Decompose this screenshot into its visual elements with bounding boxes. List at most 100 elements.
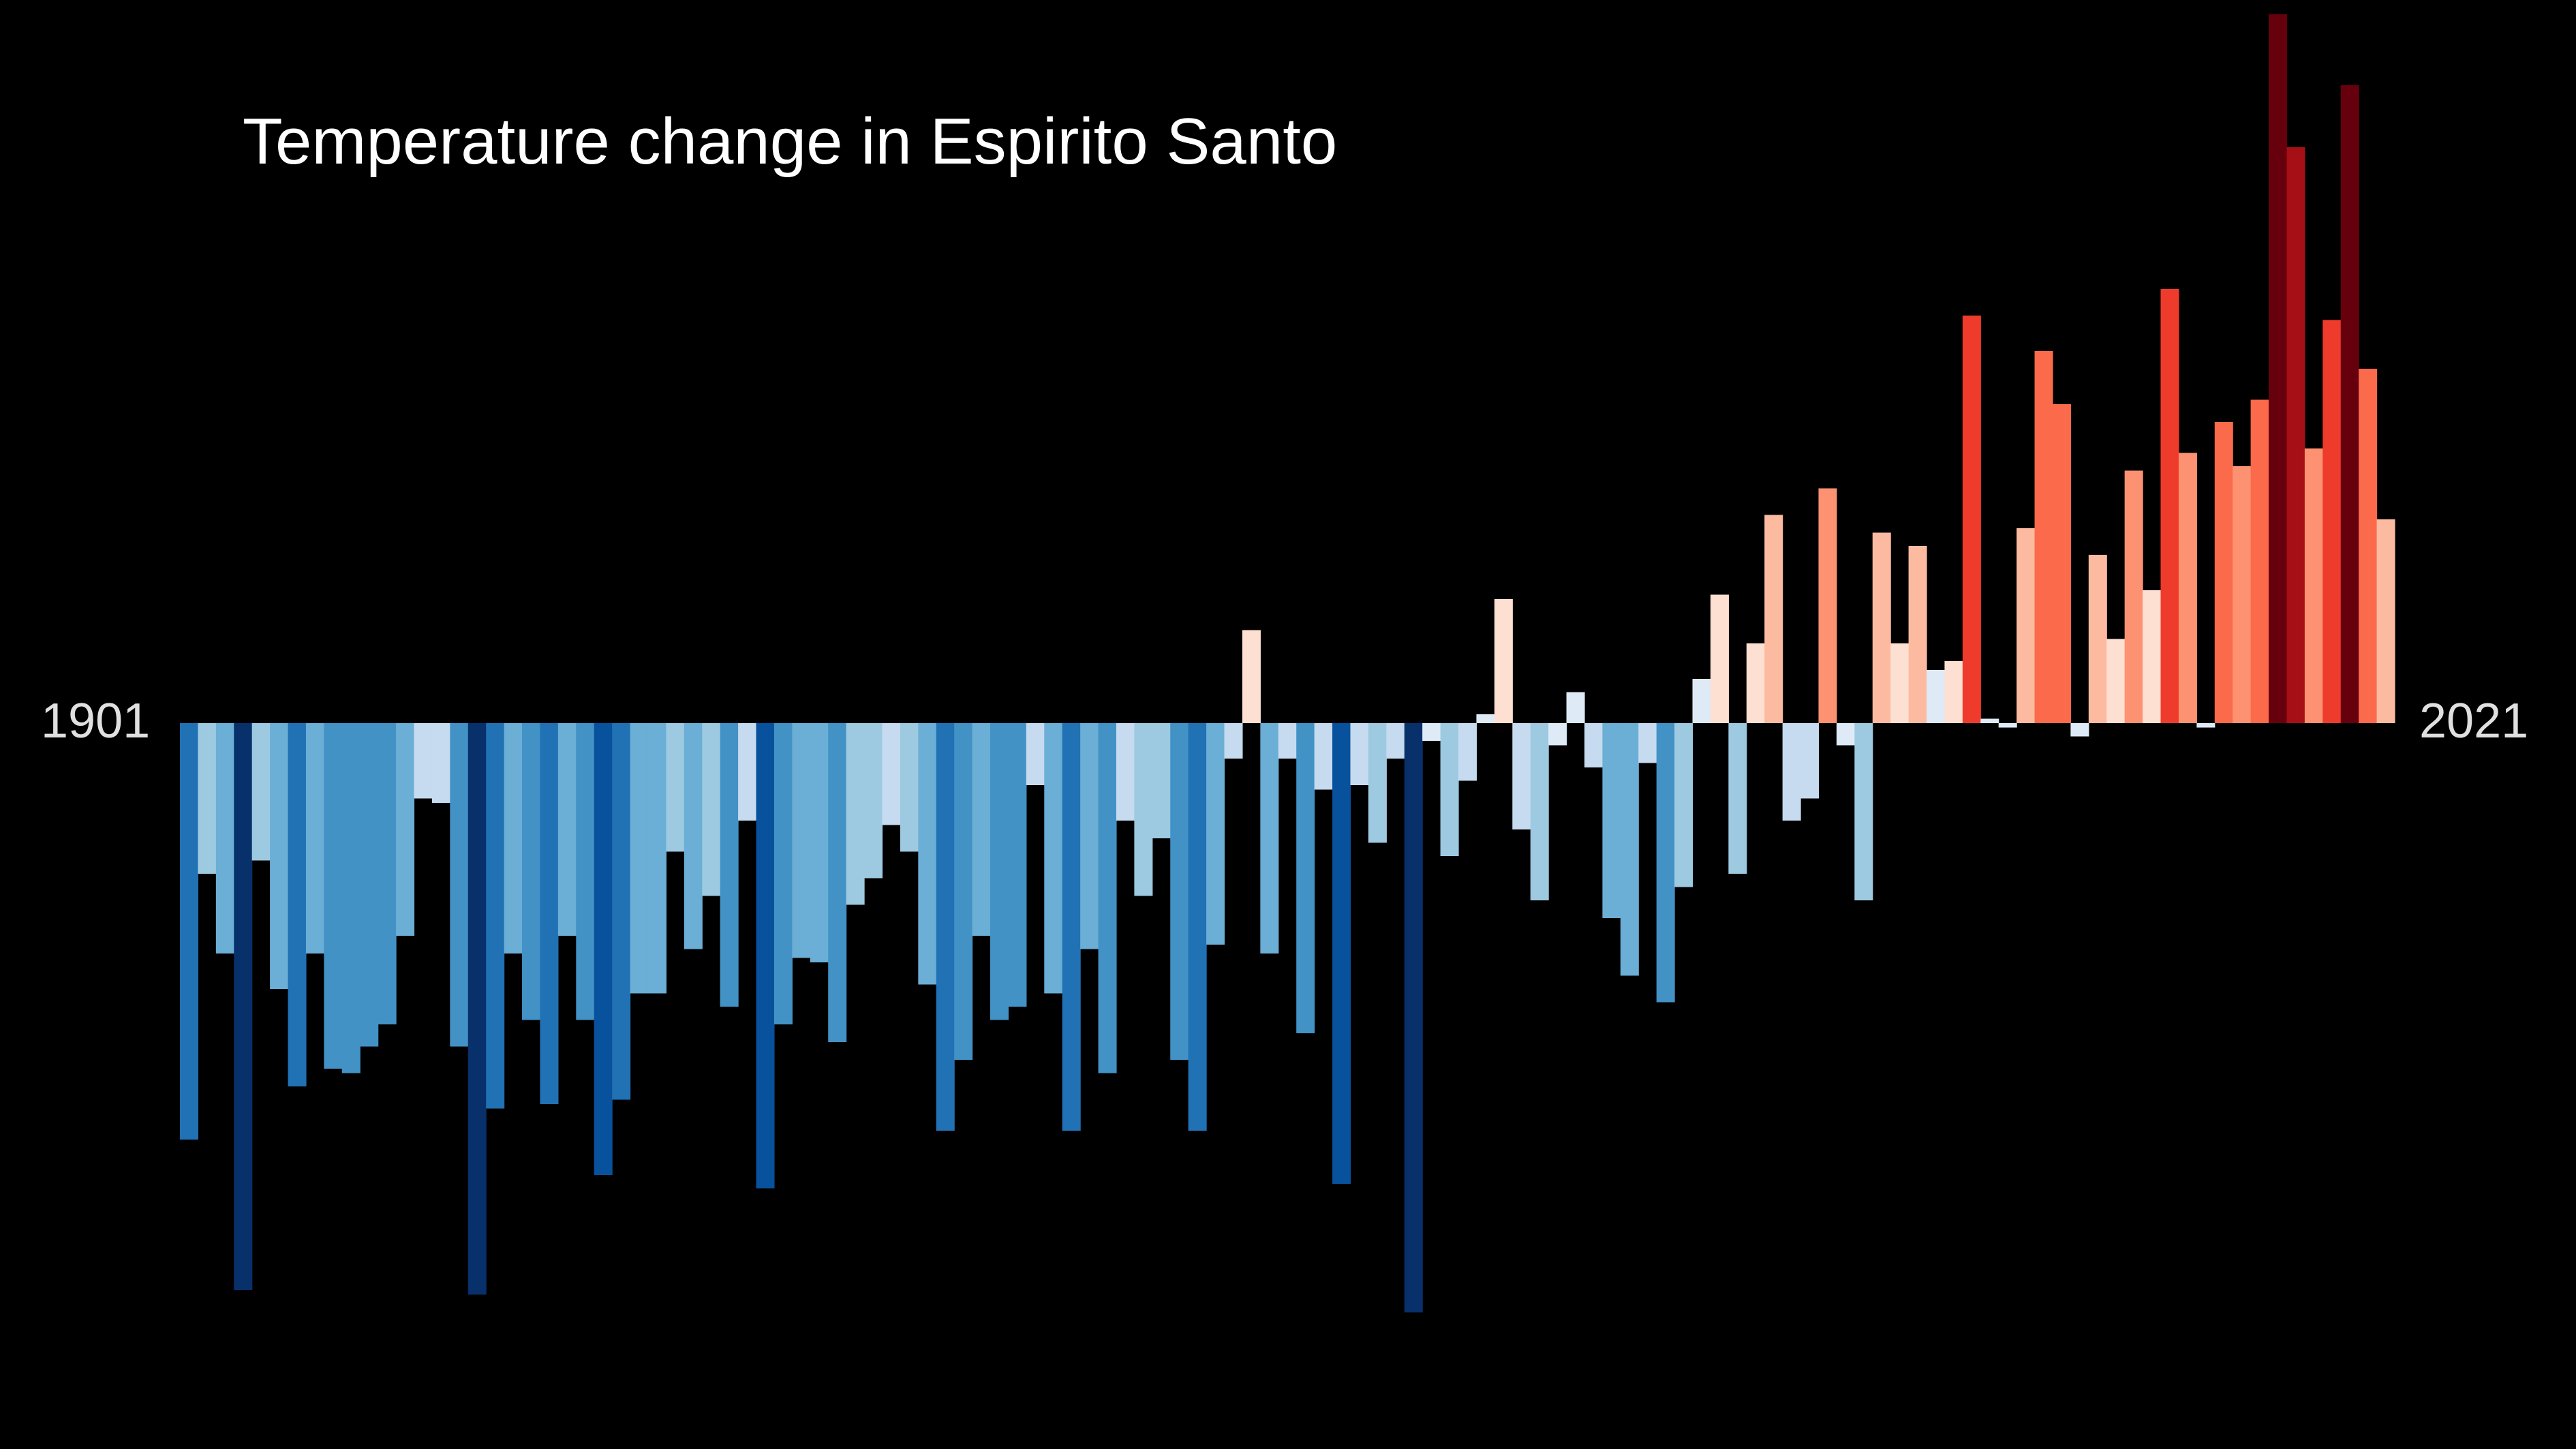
bar-2002	[1998, 723, 2017, 728]
bar-1993	[1836, 723, 1855, 746]
bar-1981	[1620, 723, 1639, 976]
bar-1941	[900, 723, 919, 852]
bar-1988	[1746, 643, 1765, 723]
bar-1912	[378, 723, 397, 1024]
bar-1983	[1656, 723, 1675, 1003]
bar-1952	[1098, 723, 1117, 1073]
bar-1904	[234, 723, 253, 1290]
bar-1992	[1818, 488, 1837, 723]
bar-1999	[1944, 661, 1963, 723]
bar-1974	[1494, 599, 1513, 723]
bar-1998	[1927, 670, 1946, 723]
bar-1940	[882, 723, 901, 825]
bar-1939	[864, 723, 883, 879]
bar-1961	[1260, 723, 1279, 954]
bar-2019	[2304, 448, 2323, 723]
bar-1918	[486, 723, 505, 1109]
bar-1937	[828, 723, 847, 1042]
bar-1990	[1782, 723, 1801, 821]
bar-2022	[2359, 369, 2378, 723]
bar-1958	[1206, 723, 1225, 945]
bar-1980	[1602, 723, 1621, 918]
bar-1933	[756, 723, 775, 1189]
bar-1985	[1692, 679, 1711, 723]
bar-1932	[738, 723, 757, 821]
bar-2003	[2017, 528, 2036, 723]
bar-1922	[557, 723, 577, 936]
bar-1970	[1422, 723, 1441, 741]
bar-1991	[1800, 723, 1820, 799]
bar-1919	[504, 723, 523, 954]
bar-1902	[198, 723, 217, 874]
bar-1982	[1638, 723, 1657, 763]
bar-2021	[2340, 85, 2359, 723]
bar-1938	[846, 723, 865, 905]
bar-1971	[1440, 723, 1459, 856]
bar-1977	[1548, 723, 1567, 746]
bar-1909	[324, 723, 343, 1069]
bar-1949	[1044, 723, 1063, 994]
bar-2005	[2052, 404, 2071, 723]
bar-1924	[594, 723, 613, 1175]
bar-1907	[288, 723, 307, 1086]
bar-1965	[1332, 723, 1351, 1184]
bar-1942	[918, 723, 937, 985]
bar-1927	[647, 723, 667, 994]
bar-1979	[1584, 723, 1603, 767]
bar-1901	[180, 723, 199, 1140]
bar-1934	[773, 723, 793, 1024]
bar-2001	[1980, 718, 1999, 723]
bar-1928	[666, 723, 685, 852]
bar-2004	[2034, 351, 2053, 723]
bar-1987	[1728, 723, 1747, 874]
bar-1954	[1134, 723, 1153, 896]
bar-2020	[2322, 320, 2342, 723]
bar-1972	[1458, 723, 1477, 781]
bar-1955	[1152, 723, 1171, 838]
bar-1984	[1674, 723, 1693, 887]
bar-1995	[1872, 532, 1891, 723]
bar-1964	[1314, 723, 1333, 790]
bar-1950	[1062, 723, 1081, 1131]
bar-1953	[1116, 723, 1135, 821]
bar-1905	[251, 723, 271, 861]
bar-1994	[1854, 723, 1873, 900]
bar-1936	[810, 723, 829, 962]
bar-1975	[1512, 723, 1531, 829]
bar-2000	[1962, 316, 1981, 723]
bar-1914	[414, 723, 433, 799]
bar-1930	[702, 723, 721, 896]
bar-1946	[990, 723, 1009, 1020]
bar-1920	[522, 723, 541, 1020]
bar-1911	[360, 723, 379, 1047]
bar-1943	[936, 723, 955, 1131]
bar-2010	[2143, 590, 2162, 723]
bar-1968	[1386, 723, 1405, 759]
bar-2015	[2233, 466, 2252, 723]
bar-2016	[2250, 399, 2269, 723]
bar-1962	[1278, 723, 1297, 759]
bar-1996	[1890, 643, 1910, 723]
bar-1973	[1476, 714, 1495, 723]
bar-1956	[1170, 723, 1189, 1060]
bar-1960	[1242, 630, 1261, 723]
bar-1906	[270, 723, 289, 989]
bar-1908	[305, 723, 324, 954]
bar-1917	[467, 723, 487, 1295]
bar-1951	[1080, 723, 1099, 949]
bar-1966	[1350, 723, 1369, 785]
bar-1967	[1368, 723, 1387, 843]
bar-1929	[684, 723, 703, 949]
bar-1997	[1908, 546, 1927, 723]
bar-1948	[1026, 723, 1045, 785]
chart-title: Temperature change in Espirito Santo	[243, 105, 1338, 178]
bar-2017	[2269, 14, 2288, 723]
bar-1925	[612, 723, 631, 1100]
bar-1945	[972, 723, 991, 936]
bar-1989	[1764, 515, 1783, 723]
bar-1916	[450, 723, 469, 1047]
bar-2023	[2376, 519, 2395, 723]
bar-1944	[954, 723, 973, 1060]
